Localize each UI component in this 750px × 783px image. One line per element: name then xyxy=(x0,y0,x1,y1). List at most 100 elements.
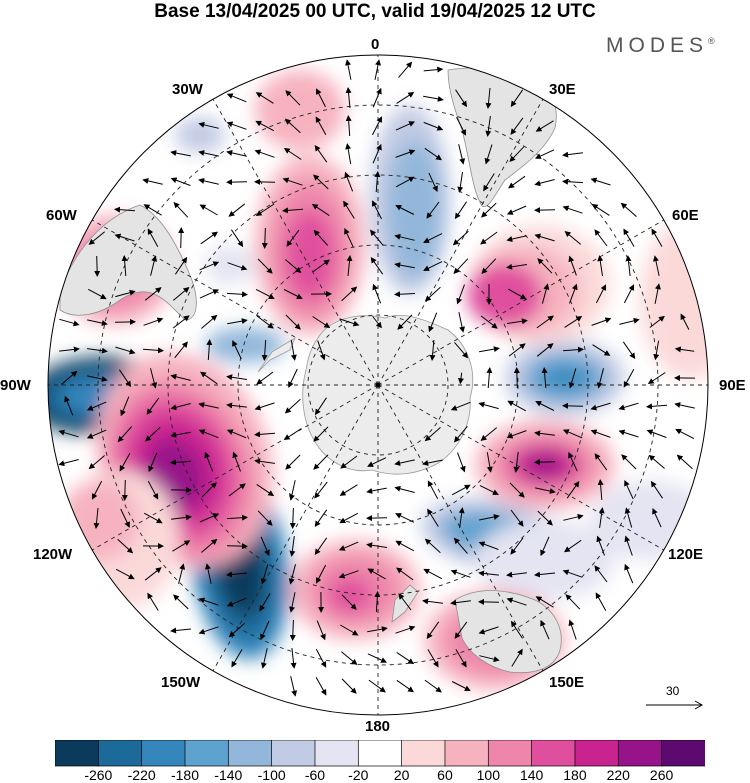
colorbar-tick-label: 220 xyxy=(606,767,630,783)
wind-vector-arrow xyxy=(340,651,358,666)
wind-vector-arrow xyxy=(394,262,415,269)
wind-vector-arrow xyxy=(479,485,499,495)
longitude-label-120e: 120E xyxy=(668,546,704,563)
wind-vector-arrow xyxy=(115,289,136,298)
polar-stereographic-map xyxy=(47,54,709,716)
wind-vector-arrow xyxy=(170,627,191,634)
wind-vector-arrow xyxy=(121,479,128,501)
wind-vector-arrow xyxy=(346,255,353,277)
wind-vector-arrow xyxy=(256,371,274,385)
wind-vector-arrow xyxy=(226,93,247,103)
colorbar-swatch xyxy=(444,740,490,767)
wind-vector-arrow xyxy=(374,59,381,80)
wind-vector-arrow xyxy=(87,288,107,300)
wind-vector-arrow xyxy=(623,228,635,247)
wind-vector-arrow xyxy=(479,655,500,663)
wind-vector-arrow xyxy=(510,509,524,527)
wind-vector-arrow xyxy=(344,171,354,192)
wind-vector-arrow xyxy=(200,231,219,245)
wind-vector-arrow xyxy=(58,429,79,438)
wind-vector-arrow xyxy=(289,536,296,557)
wind-vector-arrow xyxy=(199,261,220,271)
wind-vector-arrow xyxy=(654,283,661,304)
wind-vector-arrow xyxy=(366,542,387,549)
wind-vector-arrow xyxy=(595,284,607,304)
wind-vector-arrow xyxy=(93,507,100,529)
wind-vector-arrow xyxy=(198,402,219,409)
wind-vector-arrow xyxy=(228,623,245,638)
colorbar-tick-label: 100 xyxy=(476,767,500,783)
wind-vector-arrow xyxy=(231,649,243,668)
wind-vector-arrow xyxy=(453,537,468,554)
wind-vector-arrow xyxy=(254,458,275,465)
wind-vector-arrow xyxy=(290,676,298,697)
anomaly-contour xyxy=(255,70,345,150)
wind-vector-arrow xyxy=(150,255,158,276)
wind-vector-arrow xyxy=(339,512,359,524)
wind-vector-arrow xyxy=(367,626,388,633)
wind-vector-arrow xyxy=(374,171,381,193)
wind-vector-arrow xyxy=(568,368,577,389)
wind-vector-arrow xyxy=(261,227,268,249)
wind-vector-arrow xyxy=(562,346,584,353)
wind-vector-arrow xyxy=(597,255,604,276)
wind-vector-arrow xyxy=(624,507,633,528)
wind-vector-arrow xyxy=(338,541,359,551)
longitude-label-120w: 120W xyxy=(33,546,73,563)
south-america xyxy=(59,204,197,321)
longitude-label-0: 0 xyxy=(371,36,380,53)
wind-vector-arrow xyxy=(339,318,360,327)
wind-vector-arrow xyxy=(368,679,386,693)
wind-vector-arrow xyxy=(423,66,444,73)
longitude-label-60w: 60W xyxy=(46,207,77,224)
wind-vectors xyxy=(58,59,696,697)
wind-vector-arrow xyxy=(457,172,464,193)
wind-vector-arrow xyxy=(398,593,412,611)
colorbar-tick-label: 260 xyxy=(649,767,674,783)
wind-vector-arrow xyxy=(372,200,382,220)
wind-vector-arrow xyxy=(568,451,578,472)
wind-vector-arrow xyxy=(227,318,248,325)
wind-vector-arrow xyxy=(454,342,469,359)
wind-vector-arrow xyxy=(312,259,330,273)
wind-vector-arrow xyxy=(511,648,523,667)
wind-vector-arrow xyxy=(486,367,493,389)
colorbar-swatch xyxy=(271,740,316,767)
wind-vector-arrow xyxy=(428,312,438,333)
wind-vector-arrow xyxy=(624,563,634,584)
wind-vector-arrow xyxy=(478,626,499,635)
wind-vector-arrow xyxy=(173,201,189,218)
wind-vector-arrow xyxy=(592,344,611,356)
wind-vector-arrow xyxy=(394,291,416,298)
anomaly-contour xyxy=(387,140,443,280)
wind-vector-arrow xyxy=(424,538,441,554)
wind-vector-arrow xyxy=(345,59,352,80)
wind-vector-arrow xyxy=(86,401,107,411)
wind-vector-arrow xyxy=(457,452,466,473)
wind-vector-arrow xyxy=(563,513,584,521)
wind-vector-arrow xyxy=(289,592,296,613)
wind-vector-arrow xyxy=(226,121,247,130)
wind-vector-arrow xyxy=(367,457,387,467)
wind-vector-arrow xyxy=(341,594,357,610)
wind-vector-arrow xyxy=(395,149,416,158)
wind-vector-arrow xyxy=(289,507,296,529)
wind-vector-arrow xyxy=(226,543,248,550)
wind-vector-arrow xyxy=(427,480,439,500)
wind-vector-arrow xyxy=(452,230,469,246)
wind-vector-arrow xyxy=(591,317,612,326)
wind-vector-arrow xyxy=(285,314,301,330)
wind-vector-arrow xyxy=(226,571,248,578)
wind-vector-arrow xyxy=(456,116,466,136)
wind-vector-arrow xyxy=(621,454,637,470)
wind-vector-arrow xyxy=(260,536,270,557)
wind-vector-arrow xyxy=(594,453,608,471)
wind-vector-arrow xyxy=(226,374,247,381)
colorbar-swatch xyxy=(487,740,533,767)
colorbar-tick-label: -140 xyxy=(214,767,243,783)
wind-vector-arrow xyxy=(594,565,608,583)
wind-vector-arrow xyxy=(283,289,303,299)
wind-vector-arrow xyxy=(590,177,611,186)
wind-vector-arrow xyxy=(226,149,247,157)
wind-vector-arrow xyxy=(625,255,632,276)
